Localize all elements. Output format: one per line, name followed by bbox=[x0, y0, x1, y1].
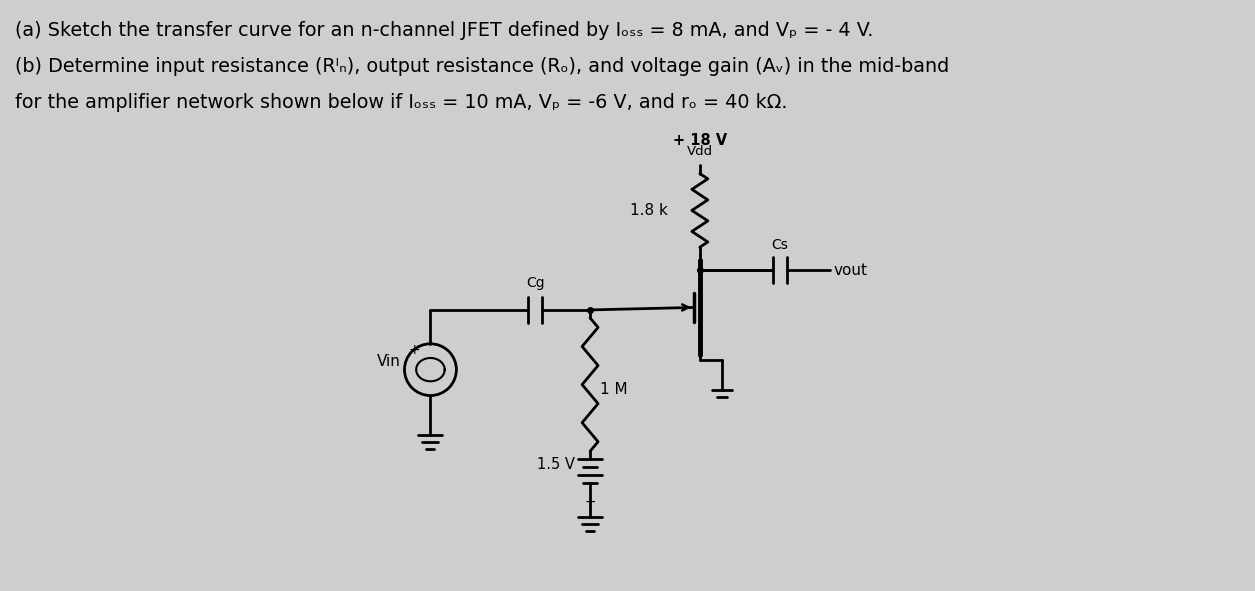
Text: (b) Determine input resistance (Rᴵₙ), output resistance (Rₒ), and voltage gain (: (b) Determine input resistance (Rᴵₙ), ou… bbox=[15, 57, 950, 76]
Text: Vin: Vin bbox=[376, 354, 400, 369]
Text: Vdd: Vdd bbox=[686, 145, 713, 158]
Text: Cg: Cg bbox=[526, 276, 545, 290]
Text: vout: vout bbox=[833, 262, 867, 278]
Text: +: + bbox=[409, 343, 420, 357]
Text: Cs: Cs bbox=[772, 238, 788, 252]
Text: 1.5 V: 1.5 V bbox=[537, 457, 575, 472]
Text: + 18 V: + 18 V bbox=[673, 133, 727, 148]
Text: for the amplifier network shown below if Iₒₛₛ = 10 mA, Vₚ = -6 V, and rₒ = 40 kΩ: for the amplifier network shown below if… bbox=[15, 93, 788, 112]
Text: (a) Sketch the transfer curve for an n-channel JFET defined by Iₒₛₛ = 8 mA, and : (a) Sketch the transfer curve for an n-c… bbox=[15, 21, 873, 40]
Text: +: + bbox=[585, 495, 596, 509]
Text: 1 M: 1 M bbox=[600, 382, 628, 397]
Text: 1.8 k: 1.8 k bbox=[630, 203, 668, 218]
